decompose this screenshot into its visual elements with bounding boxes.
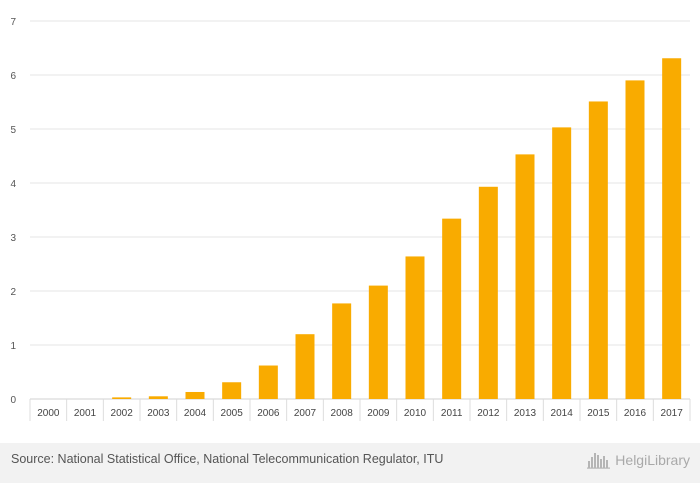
y-tick-label: 1 xyxy=(10,341,16,352)
bar xyxy=(625,80,645,400)
x-tick-label: 2009 xyxy=(367,408,390,419)
bar xyxy=(185,391,205,399)
y-tick-label: 2 xyxy=(10,287,16,298)
y-tick-label: 4 xyxy=(10,179,16,190)
y-tick-label: 3 xyxy=(10,233,16,244)
bar xyxy=(112,397,132,399)
x-tick-label: 2012 xyxy=(477,408,500,419)
x-tick-label: 2017 xyxy=(661,408,684,419)
bar xyxy=(222,382,242,399)
y-tick-label: 0 xyxy=(10,395,16,406)
bar xyxy=(368,285,388,399)
bar xyxy=(588,101,608,400)
bar xyxy=(332,303,352,399)
x-tick-label: 2004 xyxy=(184,408,207,419)
x-tick-label: 2013 xyxy=(514,408,537,419)
footer: Source: National Statistical Office, Nat… xyxy=(0,443,700,483)
bar xyxy=(662,58,682,399)
bar xyxy=(295,334,315,399)
bar xyxy=(148,396,168,399)
x-tick-label: 2005 xyxy=(221,408,244,419)
x-tick-label: 2006 xyxy=(257,408,280,419)
bar-chart: 0 1 2 3 4 5 6 7 2000 2001 2002 2003 2004 2005 2006 2007… xyxy=(10,17,691,421)
x-tick-label: 2010 xyxy=(404,408,427,419)
bar xyxy=(258,365,278,399)
x-tick-label: 2007 xyxy=(294,408,317,419)
x-tick-label: 2001 xyxy=(74,408,97,419)
x-tick-label: 2011 xyxy=(441,408,463,419)
bar xyxy=(552,127,572,399)
x-tick-label: 2015 xyxy=(587,408,610,419)
bar xyxy=(515,154,535,399)
x-tick-label: 2000 xyxy=(37,408,60,419)
x-tick-label: 2003 xyxy=(147,408,170,419)
brand-logo: HelgiLibrary xyxy=(587,450,690,470)
bar xyxy=(478,186,498,399)
y-tick-label: 5 xyxy=(10,125,16,136)
brand-name: HelgiLibrary xyxy=(615,452,690,468)
x-tick-label: 2016 xyxy=(624,408,647,419)
bar xyxy=(442,218,462,399)
source-text: Source: National Statistical Office, Nat… xyxy=(11,452,444,466)
y-tick-label: 7 xyxy=(10,17,16,28)
bar xyxy=(405,256,425,399)
x-tick-label: 2002 xyxy=(111,408,134,419)
library-icon xyxy=(587,453,611,469)
x-tick-label: 2008 xyxy=(331,408,354,419)
x-tick-label: 2014 xyxy=(551,408,574,419)
y-tick-label: 6 xyxy=(10,71,16,82)
